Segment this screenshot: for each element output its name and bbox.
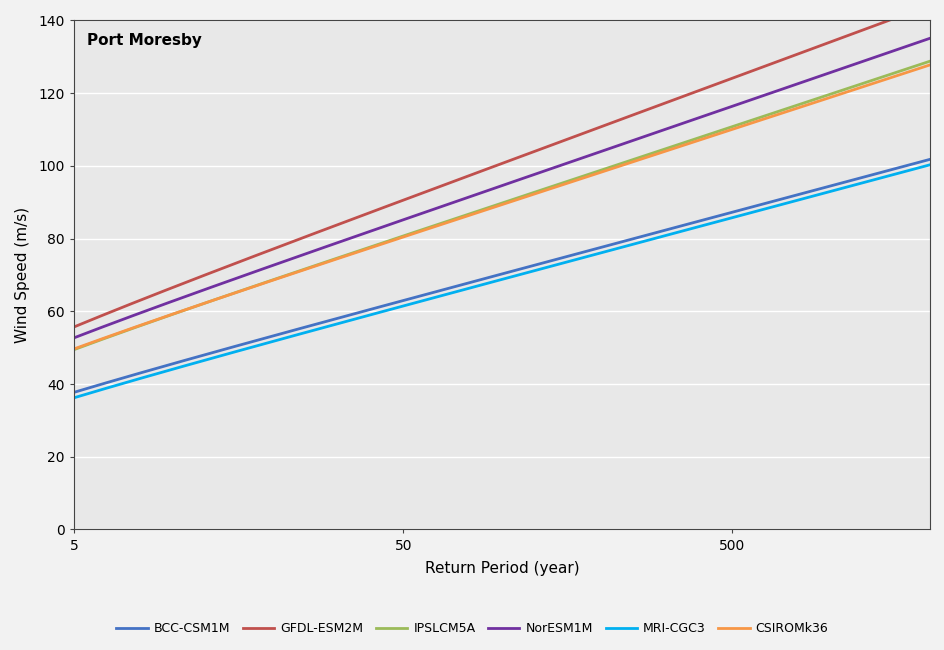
Y-axis label: Wind Speed (m/s): Wind Speed (m/s) xyxy=(15,207,30,343)
Legend: BCC-CSM1M, GFDL-ESM2M, IPSLCM5A, NorESM1M, MRI-CGC3, CSIROMk36: BCC-CSM1M, GFDL-ESM2M, IPSLCM5A, NorESM1… xyxy=(111,618,833,640)
Text: Port Moresby: Port Moresby xyxy=(87,33,202,48)
Line: IPSLCM5A: IPSLCM5A xyxy=(75,61,929,350)
IPSLCM5A xyxy=(480,205,491,213)
GFDL-ESM2M xyxy=(923,1,935,9)
GFDL-ESM2M xyxy=(69,323,80,331)
GFDL-ESM2M xyxy=(769,58,781,66)
MRI-CGC3 xyxy=(69,394,80,402)
NorESM1M xyxy=(531,170,543,177)
BCC-CSM1M xyxy=(902,161,914,169)
MRI-CGC3 xyxy=(769,202,781,210)
BCC-CSM1M xyxy=(923,155,935,163)
IPSLCM5A xyxy=(69,346,80,354)
NorESM1M xyxy=(480,187,491,195)
CSIROMk36 xyxy=(69,345,80,353)
GFDL-ESM2M xyxy=(531,146,543,154)
CSIROMk36 xyxy=(769,111,781,119)
IPSLCM5A xyxy=(475,206,486,214)
BCC-CSM1M xyxy=(475,276,486,283)
IPSLCM5A xyxy=(902,64,914,72)
GFDL-ESM2M xyxy=(480,166,491,174)
CSIROMk36 xyxy=(475,207,486,215)
NorESM1M xyxy=(902,42,914,49)
Line: MRI-CGC3: MRI-CGC3 xyxy=(75,165,929,398)
IPSLCM5A xyxy=(769,109,781,116)
Line: BCC-CSM1M: BCC-CSM1M xyxy=(75,159,929,392)
Line: GFDL-ESM2M: GFDL-ESM2M xyxy=(75,5,929,327)
BCC-CSM1M xyxy=(69,388,80,396)
NorESM1M xyxy=(475,189,486,197)
MRI-CGC3 xyxy=(923,161,935,169)
CSIROMk36 xyxy=(902,68,914,75)
MRI-CGC3 xyxy=(480,280,491,287)
Line: NorESM1M: NorESM1M xyxy=(75,38,929,338)
CSIROMk36 xyxy=(578,174,589,182)
NorESM1M xyxy=(769,88,781,96)
GFDL-ESM2M xyxy=(578,129,589,137)
IPSLCM5A xyxy=(923,57,935,65)
IPSLCM5A xyxy=(531,187,543,195)
GFDL-ESM2M xyxy=(475,168,486,176)
NorESM1M xyxy=(923,34,935,42)
MRI-CGC3 xyxy=(902,166,914,174)
MRI-CGC3 xyxy=(531,266,543,274)
NorESM1M xyxy=(69,334,80,342)
GFDL-ESM2M xyxy=(902,9,914,17)
BCC-CSM1M xyxy=(531,261,543,268)
NorESM1M xyxy=(578,153,589,161)
MRI-CGC3 xyxy=(578,254,589,261)
X-axis label: Return Period (year): Return Period (year) xyxy=(425,562,579,577)
BCC-CSM1M xyxy=(769,197,781,205)
CSIROMk36 xyxy=(923,61,935,69)
IPSLCM5A xyxy=(578,172,589,180)
CSIROMk36 xyxy=(531,189,543,197)
BCC-CSM1M xyxy=(480,274,491,282)
BCC-CSM1M xyxy=(578,248,589,256)
CSIROMk36 xyxy=(480,206,491,214)
MRI-CGC3 xyxy=(475,281,486,289)
Line: CSIROMk36: CSIROMk36 xyxy=(75,65,929,349)
